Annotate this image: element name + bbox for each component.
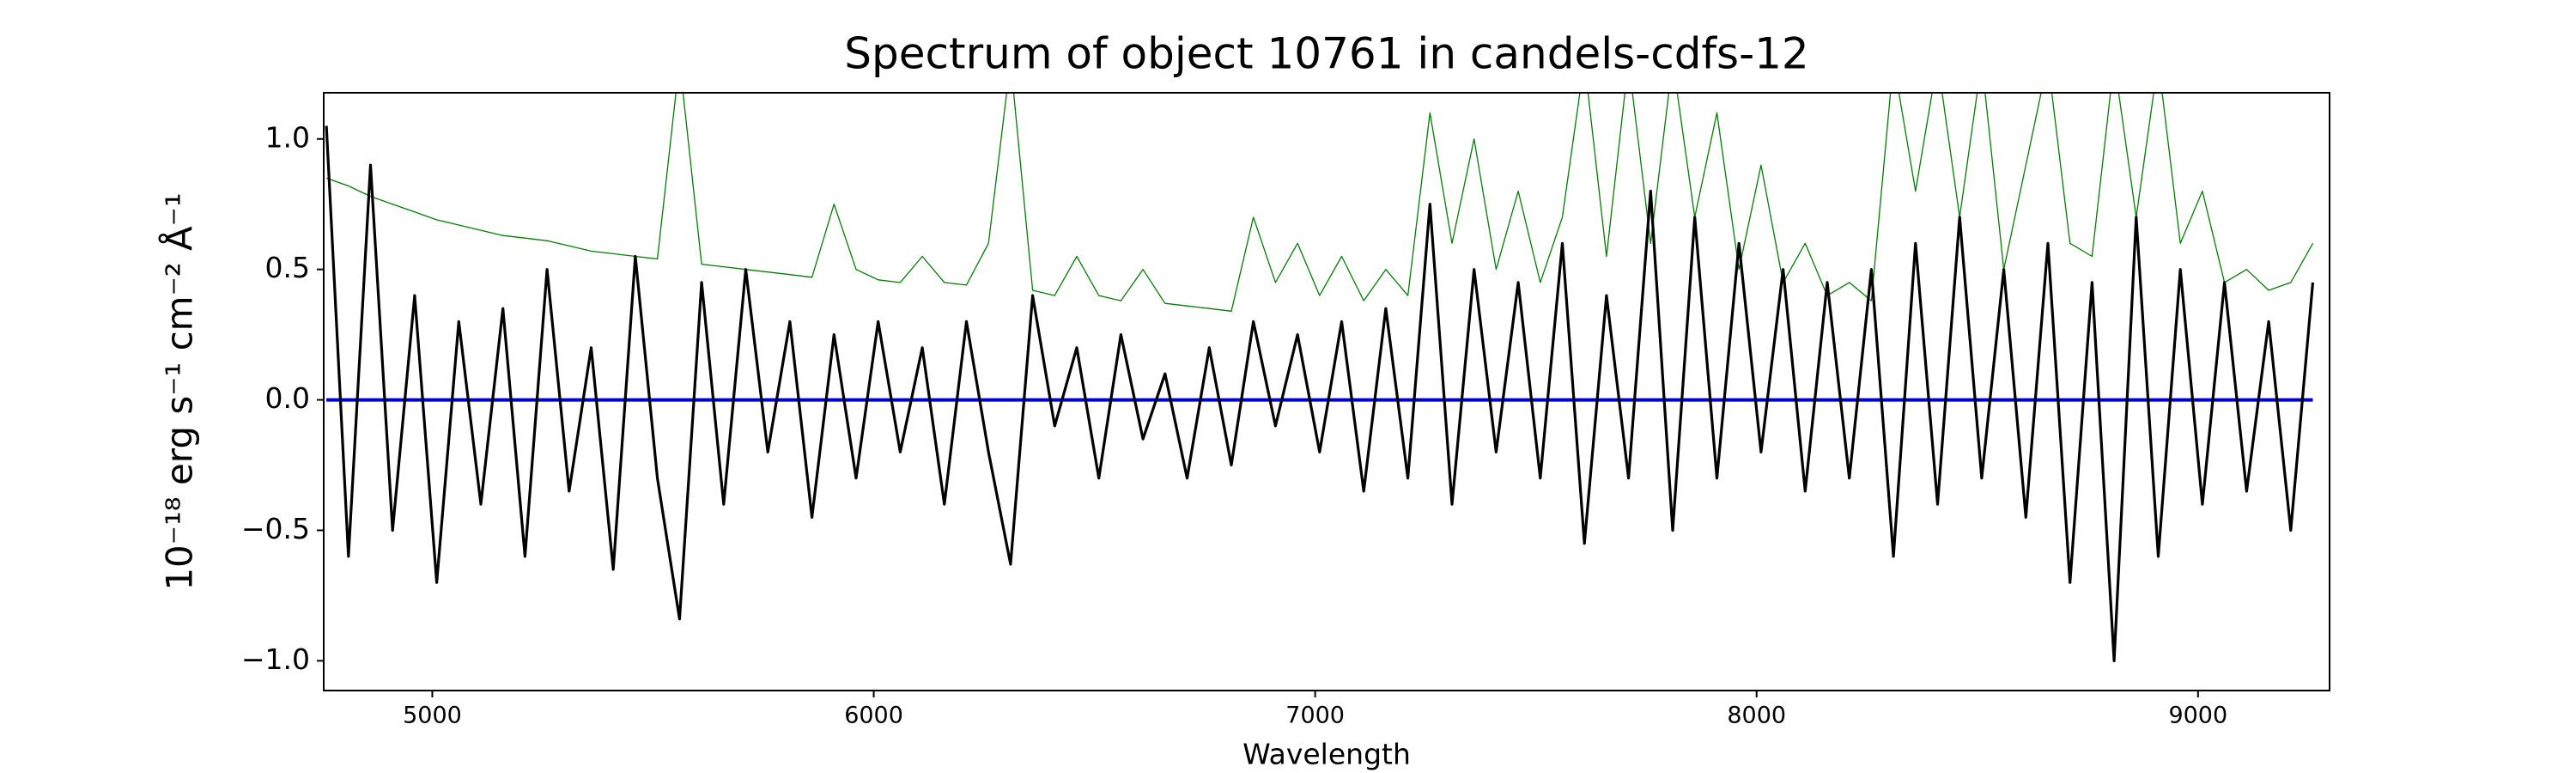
- chart-title: Spectrum of object 10761 in candels-cdfs…: [844, 29, 1809, 79]
- y-tick-label: −0.5: [241, 512, 310, 545]
- y-tick-label: −1.0: [241, 642, 310, 676]
- y-tick-label: 1.0: [265, 120, 310, 154]
- x-tick-label: 5000: [403, 703, 462, 729]
- y-axis-label: 10⁻¹⁸ erg s⁻¹ cm⁻² Å⁻¹: [158, 192, 201, 590]
- axes-frame: [323, 92, 2330, 691]
- x-tick-label: 9000: [2168, 703, 2227, 729]
- spectrum-line: [325, 125, 2315, 662]
- y-tick-label: 0.0: [265, 381, 310, 415]
- x-tick-label: 8000: [1727, 703, 1786, 729]
- plot-area: [325, 93, 2315, 662]
- x-axis-label: Wavelength: [1242, 738, 1411, 771]
- y-tick-label: 0.5: [265, 251, 310, 284]
- spectrum-line: [325, 93, 2314, 312]
- x-tick-label: 6000: [844, 703, 903, 729]
- x-tick-label: 7000: [1285, 703, 1345, 729]
